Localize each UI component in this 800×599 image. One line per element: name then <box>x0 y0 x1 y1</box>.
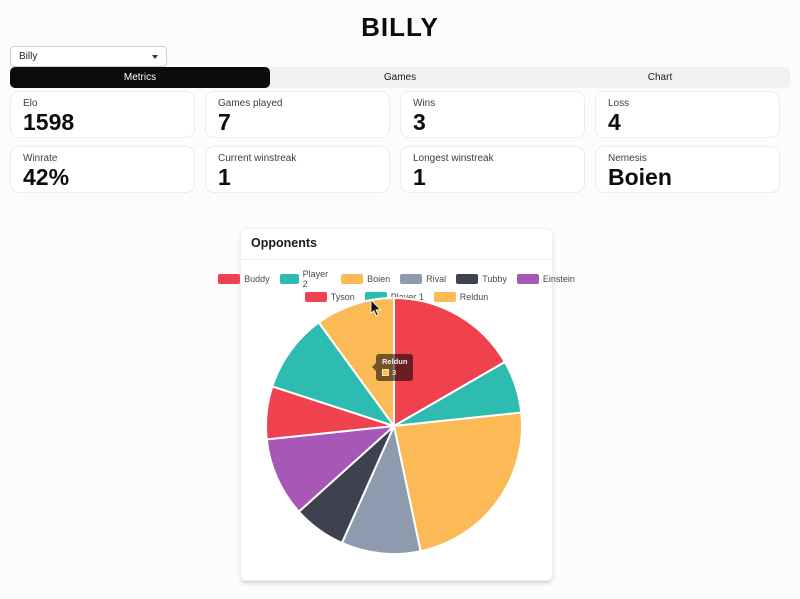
chart-title: Opponents <box>251 236 317 250</box>
metric-card-wins: Wins 3 <box>400 91 585 138</box>
player-select[interactable]: Billy <box>10 46 167 67</box>
legend-label: Tyson <box>330 292 355 302</box>
legend-swatch <box>279 274 299 284</box>
metric-label: Current winstreak <box>218 153 297 164</box>
chart-divider <box>241 259 552 260</box>
metric-card-elo: Elo 1598 <box>10 91 195 138</box>
chevron-down-icon <box>152 54 158 59</box>
metric-label: Nemesis <box>608 153 647 164</box>
metric-value: 4 <box>608 109 621 135</box>
legend-row: Tyson Player 1 Reldun <box>241 292 552 302</box>
player-select-value: Billy <box>19 51 38 62</box>
pie-slice-player-1[interactable] <box>271 321 395 427</box>
page-title: BILLY <box>361 12 439 42</box>
chart-tooltip: Reldun 3 <box>372 354 414 381</box>
metric-value: 42% <box>23 164 70 190</box>
tab-bar: Metrics Games Chart <box>10 67 790 88</box>
legend-item-boien[interactable]: Boien <box>341 274 390 284</box>
pie-slice-reldun[interactable] <box>317 297 395 427</box>
opponents-chart-card: Opponents Buddy Player 2 Boien Rival Tubby Ei… <box>218 228 575 581</box>
metric-label: Wins <box>413 98 436 109</box>
tooltip-value: 3 <box>392 368 397 377</box>
legend-swatch <box>433 292 456 302</box>
legend-label: Boien <box>367 274 391 284</box>
metric-card-winrate: Winrate 42% <box>10 146 195 193</box>
legend-item-player-2[interactable]: Player 2 <box>279 269 332 289</box>
legend-item-tubby[interactable]: Tubby <box>456 274 507 284</box>
pie-slice-rival[interactable] <box>340 425 422 555</box>
legend-item-rival[interactable]: Rival <box>400 274 446 284</box>
legend-swatch <box>364 292 387 302</box>
legend-label: Einstein <box>542 274 575 284</box>
tab-games[interactable]: Games <box>383 72 417 83</box>
legend-label: Player 1 <box>390 292 424 302</box>
metric-value: 1 <box>413 164 426 190</box>
chart-legend: Buddy Player 2 Boien Rival Tubby Einstein Tyso… <box>218 269 575 305</box>
pie-slice-buddy[interactable] <box>393 297 506 427</box>
legend-swatch <box>400 274 423 284</box>
metric-label: Elo <box>23 98 38 109</box>
metric-label: Longest winstreak <box>413 153 494 164</box>
metric-value: 7 <box>218 109 231 135</box>
metric-label: Loss <box>608 98 630 109</box>
metric-card-longest-winstreak: Longest winstreak 1 <box>400 146 585 193</box>
legend-item-buddy[interactable]: Buddy <box>218 274 270 284</box>
metric-card-games-played: Games played 7 <box>205 91 390 138</box>
legend-swatch <box>516 274 539 284</box>
tab-chart[interactable]: Chart <box>647 72 673 83</box>
metric-value: 3 <box>413 109 426 135</box>
legend-row: Buddy Player 2 Boien Rival Tubby Einstein <box>218 269 575 289</box>
legend-label: Player 2 <box>302 269 329 289</box>
pie-slice-einstein[interactable] <box>265 425 395 513</box>
legend-label: Buddy <box>244 274 270 284</box>
tooltip-swatch <box>382 369 389 376</box>
metric-card-loss: Loss 4 <box>595 91 780 138</box>
tooltip-caret-icon <box>372 363 376 371</box>
metric-label: Winrate <box>23 153 58 164</box>
tab-metrics[interactable]: Metrics <box>10 67 270 88</box>
legend-item-tyson[interactable]: Tyson <box>304 292 355 302</box>
metric-card-current-winstreak: Current winstreak 1 <box>205 146 390 193</box>
metric-label: Games played <box>218 98 283 109</box>
tooltip-title: Reldun <box>382 357 408 366</box>
legend-swatch <box>456 274 479 284</box>
legend-swatch <box>304 292 327 302</box>
metric-card-nemesis: Nemesis Boien <box>595 146 780 193</box>
pie-slice-boien[interactable] <box>393 411 523 553</box>
pie-chart <box>254 293 534 559</box>
metric-value: Boien <box>608 164 672 190</box>
pie-chart-svg <box>265 297 523 555</box>
legend-swatch <box>218 274 241 284</box>
metric-value: 1598 <box>23 109 75 135</box>
legend-label: Tubby <box>482 274 507 284</box>
metric-value: 1 <box>218 164 231 190</box>
legend-item-reldun[interactable]: Reldun <box>433 292 489 302</box>
legend-label: Reldun <box>459 292 489 302</box>
legend-swatch <box>341 274 364 284</box>
legend-item-player-1[interactable]: Player 1 <box>364 292 424 302</box>
legend-label: Rival <box>426 274 447 284</box>
legend-item-einstein[interactable]: Einstein <box>516 274 575 284</box>
